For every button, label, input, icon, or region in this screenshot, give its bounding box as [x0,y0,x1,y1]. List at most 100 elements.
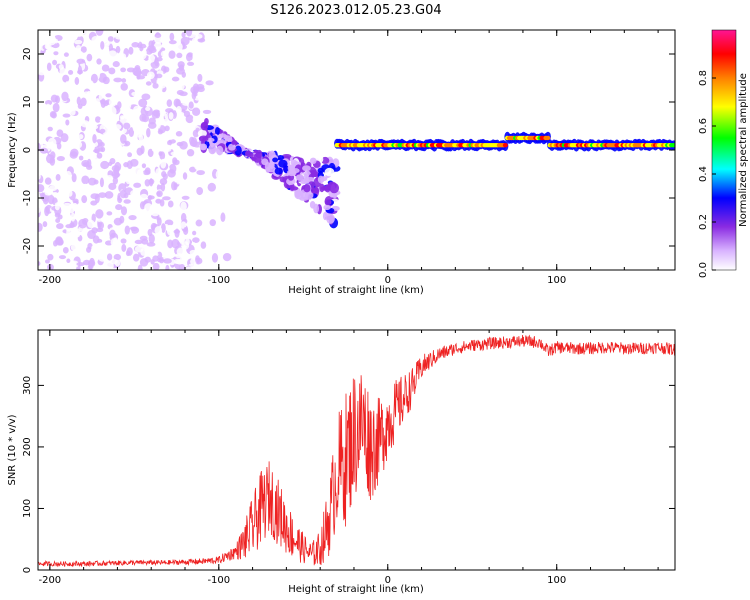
spectrogram-cell [199,145,207,151]
spectrogram-cell [181,195,190,200]
spectrogram-cell [90,124,99,130]
spectrogram-cell [157,83,163,93]
spectrogram-cell [120,238,127,244]
spectrogram-cell [56,155,65,162]
spectrogram-cell [206,90,214,101]
spectrogram-cell [159,178,168,186]
spectrogram-cell [151,30,158,34]
spectrogram-cell [184,163,190,168]
spectrogram-cell [197,73,203,82]
spectrogram-cell [130,189,139,197]
spectrogram-cell [95,116,101,123]
spectrogram-cell [70,108,76,116]
spectrogram-cell [111,170,120,179]
spectrogram-cell [295,174,305,181]
spectrogram-cell [67,189,73,197]
spectrogram-cell [180,201,187,212]
spectrogram-cell [72,163,78,169]
spectrogram-cell [149,138,157,145]
spectrogram-cell [120,206,128,216]
spectrogram-cell [65,224,73,229]
spectrogram-cell [151,147,159,152]
spectrogram-cell [165,224,175,232]
spectrogram-cell [80,46,87,53]
spectrogram-cell [100,40,105,50]
spectrogram-cell [160,223,166,233]
spectrogram-cell [148,178,155,185]
spectrogram-cell [142,169,151,176]
spectrogram-cell [98,93,108,101]
spectrogram-cell [163,118,170,125]
spectrogram-cell [57,265,63,270]
spectrogram-cell [137,264,143,270]
spectrogram-cell [148,40,154,49]
spectrogram-cell [194,161,203,171]
spectrogram-cell [133,69,142,77]
spectrogram-cell [207,182,217,192]
spectrogram-cell [62,113,71,118]
spectrogram-cell [76,262,85,267]
spectrogram-cell [671,143,675,148]
spectrogram-cell [174,228,180,238]
spectrogram-cell [72,198,79,203]
spectrogram-cell [319,183,325,193]
spectrogram-cell [175,106,182,115]
spectrogram-xtick-label: 0 [385,275,391,286]
spectrogram-cell [200,241,207,249]
spectrogram-cell [171,238,180,249]
spectrogram-cell [97,221,105,230]
spectrogram-cell [147,195,155,200]
spectrogram-cell [69,260,79,268]
spectrogram-cell [149,98,158,108]
spectrogram-cell [71,173,77,183]
colorbar-label: Normalized spectral amplitude [738,73,749,227]
spectrogram-cell [324,199,332,206]
spectrogram-cell [183,226,189,235]
spectrogram-cell [195,255,200,264]
spectrogram-cell [53,240,58,247]
spectrogram-cell [155,168,161,178]
spectrogram-cell [96,227,104,233]
spectrogram-cell [43,166,48,174]
spectrogram-cell [222,252,232,262]
spectrogram-cell [300,179,309,185]
spectrogram-cell [42,228,51,236]
spectrogram-cell [278,159,288,168]
spectrogram-cell [202,224,208,232]
spectrogram-cell [290,159,298,166]
spectrogram-cell [162,205,168,215]
spectrogram-cell [108,182,117,191]
spectrogram-cell [172,157,178,165]
spectrogram-cell [114,129,120,135]
spectrogram-cell [164,136,169,141]
spectrogram-cell [98,242,103,250]
spectrogram-cell [117,95,124,100]
snr-panel: -200 -100 0 100 0 100 200 300 Height of straigh… [7,329,676,595]
spectrogram-cell [317,175,324,184]
spectrogram-cell [187,52,194,58]
spectrogram-cell [50,94,59,103]
spectrogram-cell [94,98,100,104]
spectrogram-cell [38,247,41,253]
spectrogram-cell [80,209,87,216]
snr-xtick-label: 0 [385,575,391,586]
spectrogram-cell [82,183,89,191]
spectrogram-cell [185,266,193,270]
spectrogram-cell [166,99,173,107]
spectrogram-cell [56,237,63,244]
spectrogram-cell [96,152,103,159]
spectrogram-cell [102,76,110,85]
spectrogram-xlabel: Height of straight line (km) [288,285,424,296]
spectrogram-cell [131,42,140,48]
spectrogram-cell [68,69,74,75]
spectrogram-cell [134,245,144,253]
spectrogram-cell [65,30,73,38]
spectrogram-cell [86,90,92,99]
spectrogram-cell [108,43,114,53]
spectrogram-cell [112,176,119,185]
spectrogram-cell [38,110,45,119]
spectrogram-cell [38,151,44,161]
spectrogram-cell [98,87,106,94]
spectrogram-cell [62,74,70,83]
